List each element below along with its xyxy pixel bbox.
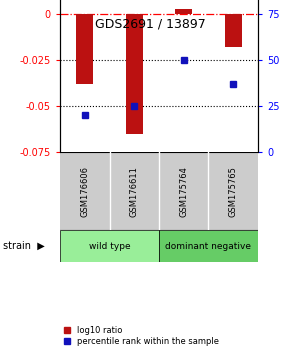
Bar [175, 8, 192, 14]
Text: GSM175765: GSM175765 [229, 166, 238, 217]
Bar [60, 230, 159, 262]
Bar [225, 14, 242, 47]
Text: wild type: wild type [89, 241, 130, 251]
Legend: log10 ratio, percentile rank within the sample: log10 ratio, percentile rank within the … [64, 326, 219, 346]
Bar [159, 230, 258, 262]
Text: GSM176606: GSM176606 [80, 166, 89, 217]
Text: GSM175764: GSM175764 [179, 166, 188, 217]
Text: GDS2691 / 13897: GDS2691 / 13897 [94, 18, 206, 31]
Text: strain  ▶: strain ▶ [3, 241, 45, 251]
Text: GSM176611: GSM176611 [130, 166, 139, 217]
Bar [76, 14, 93, 84]
Text: dominant negative: dominant negative [166, 241, 251, 251]
Bar [126, 14, 143, 134]
